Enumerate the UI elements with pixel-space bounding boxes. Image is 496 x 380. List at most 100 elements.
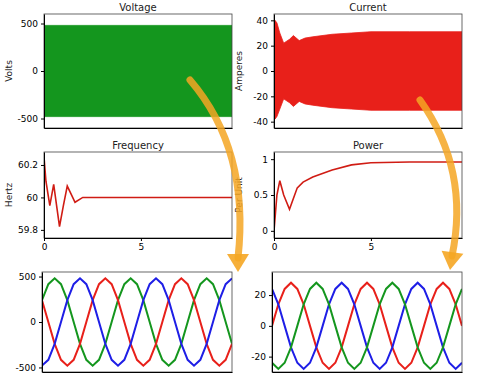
axis-line [42,273,43,373]
tick: -20 [251,352,272,362]
plot-frame [274,14,462,128]
arrow-head [227,254,249,272]
tick: 59.8 [18,225,44,235]
tick: 1 [262,155,274,165]
tick-label: 0 [42,242,48,252]
tick-mark [271,122,274,123]
envelope-area [274,20,462,119]
tick-label: -20 [251,352,266,362]
axis: -5000500 [18,15,45,129]
plot-area [274,20,462,119]
tick-mark [269,295,272,296]
tick-mark [39,367,42,368]
tick: 0 [260,321,272,331]
tick-mark [41,119,44,120]
axis [43,372,233,373]
plot-frame [42,272,232,372]
tick-label: 500 [21,19,38,29]
axis-line [43,372,233,373]
series-line [272,283,462,369]
tick-label: 0 [30,317,36,327]
arrow [420,100,457,256]
series-line [274,162,462,231]
plot-area [274,162,462,231]
tick: 0 [42,238,48,252]
tick-mark [39,322,42,323]
tick-label: 0.5 [254,190,268,200]
tick-mark [41,71,44,72]
tick-label: -500 [16,363,37,373]
tick-mark [371,238,372,241]
tick: 500 [19,272,42,282]
tick: 0 [272,238,278,252]
tick: 0 [30,317,42,327]
tick-label: 20 [257,41,269,51]
plot-area [42,278,232,365]
tick-mark [271,159,274,160]
axis-line [45,238,233,239]
tick: 40 [257,16,274,26]
axis [273,372,463,373]
tick-mark [41,165,44,166]
tick-mark [44,238,45,241]
tick: 0.5 [254,190,274,200]
tick-label: -20 [253,92,268,102]
axis-line [44,15,45,129]
series-line [272,283,462,369]
tick: 60.2 [18,160,44,170]
arrow-head [439,251,463,272]
axis-line [274,15,275,129]
series-line [42,278,232,365]
axis-title: Hertz [4,183,14,208]
tick-label: 5 [369,242,375,252]
tick-label: 0 [260,321,266,331]
tick-label: 59.8 [18,225,38,235]
tick-mark [271,96,274,97]
tick-mark [41,197,44,198]
axis-line [272,273,273,373]
plot-area [272,283,462,369]
tick: 5 [369,238,375,252]
axis: 05 [272,238,463,252]
tick-mark [41,230,44,231]
panel-title: Current [349,2,387,13]
axis-line [275,238,463,239]
panel: 59.86060.205FrequencyHertz [4,140,233,252]
panel-title: Power [353,140,384,151]
plot-area [44,157,232,227]
tick-mark [271,71,274,72]
tick-mark [269,357,272,358]
panel: -5000500VoltageVolts [4,2,233,129]
axis-title: Amperes [234,51,244,91]
axis-line [44,153,45,239]
background [0,0,496,380]
tick-mark [274,238,275,241]
tick-mark [141,238,142,241]
plot-frame [274,152,462,238]
tick-label: 60.2 [18,160,38,170]
series-line [42,278,232,365]
plot-frame [272,272,462,372]
tick: 0 [262,66,274,76]
axis: -500 0 500 [16,272,43,373]
axis-line [45,128,233,129]
tick: -500 [16,363,42,373]
tick-label: 0 [32,66,38,76]
tick: 60 [27,193,44,203]
figure: -5000500VoltageVolts-40-2002040CurrentAm… [0,0,496,380]
tick-mark [269,326,272,327]
tick-mark [271,195,274,196]
tick-label: -40 [253,117,268,127]
axis: 05 [42,238,233,252]
tick: 0 [32,66,44,76]
arrow [190,80,240,258]
tick-mark [39,277,42,278]
tick: -40 [253,117,274,127]
series-line [42,278,232,365]
panel: 00.5105PowerPer Unit [234,140,463,252]
panel: -20020 [251,272,462,373]
tick-mark [271,231,274,232]
tick-label: 60 [27,193,39,203]
tick-label: 1 [262,155,268,165]
tick-label: 500 [19,272,36,282]
